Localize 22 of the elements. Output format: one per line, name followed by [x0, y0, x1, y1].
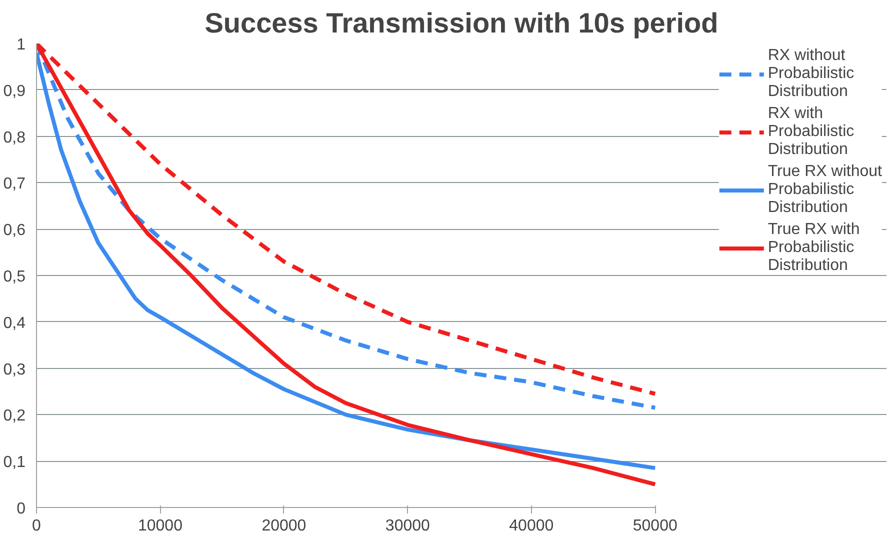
x-tick-label: 50000 — [632, 518, 678, 533]
legend-label: True RX with Probabilistic Distribution — [768, 221, 860, 275]
x-tick-label: 30000 — [385, 518, 430, 533]
y-tick-label: 0,2 — [3, 408, 26, 425]
y-tick-label: 0,5 — [3, 268, 26, 286]
y-tick-label: 0,8 — [3, 129, 26, 146]
y-tick-label: 0,6 — [3, 222, 26, 240]
x-tick-label: 0 — [32, 518, 42, 533]
x-tick-label: 40000 — [509, 518, 554, 533]
y-tick-label: 0,7 — [3, 176, 26, 193]
legend-label: RX without Probabilistic Distribution — [768, 47, 854, 101]
y-tick-label: 0,1 — [3, 454, 26, 472]
legend-label: True RX without Probabilistic Distribution — [768, 163, 882, 217]
y-tick-label: 0 — [16, 500, 26, 518]
legend-label: RX with Probabilistic Distribution — [768, 105, 854, 159]
y-tick-label: 1 — [16, 36, 26, 54]
y-tick-label: 0,3 — [3, 361, 26, 378]
x-tick-label: 10000 — [138, 518, 183, 533]
y-tick-label: 0,4 — [3, 314, 26, 332]
x-tick-label: 20000 — [262, 518, 306, 533]
chart-title: Success Transmission with 10s period — [204, 8, 718, 38]
y-tick-label: 0,9 — [3, 82, 26, 100]
